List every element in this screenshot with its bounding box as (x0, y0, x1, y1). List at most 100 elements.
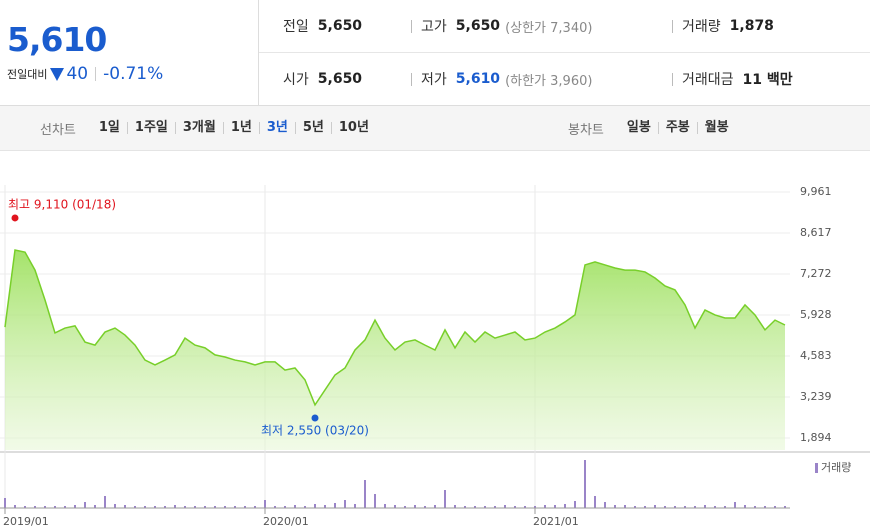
period-tab[interactable]: 10년 (330, 121, 376, 134)
chart: 2019/01 2020/01 2021/01 1,894 3,239 4,583 5,92… (0, 185, 870, 528)
annotation-dot (311, 414, 319, 422)
volume-bar (764, 506, 766, 508)
volume-bar (554, 505, 556, 508)
volume-bar (304, 506, 306, 508)
period-tab[interactable]: 5년 (294, 121, 331, 134)
volume-bar (224, 506, 226, 508)
volume-bar (124, 505, 126, 508)
volume-bar (214, 506, 216, 508)
stat-cell: 거래량 1,878 (672, 0, 774, 52)
volume-bar (434, 505, 436, 508)
volume-bar (594, 496, 596, 508)
y-tick-label: 4,583 (800, 349, 832, 362)
separator (95, 67, 97, 81)
volume-bar (414, 505, 416, 508)
y-tick-label: 5,928 (800, 308, 832, 321)
volume-bar (604, 502, 606, 508)
volume-bar (374, 494, 376, 508)
volume-bar (464, 506, 466, 508)
volume-bar (534, 506, 536, 508)
volume-bar (294, 505, 296, 508)
volume-bar (394, 505, 396, 508)
volume-bar (134, 506, 136, 508)
volume-bar (14, 505, 16, 508)
stat-cell: 고가 5,650 (상한가 7,340) (411, 0, 592, 52)
line-chart-tabs: 선차트 1일 1주일 3개월 1년 3년 5년 10년 (40, 106, 376, 150)
current-price: 5,610 (7, 20, 107, 59)
candle-chart-tabs: 봉차트 일봉 주봉 월봉 (568, 106, 736, 150)
volume-bar (114, 504, 116, 508)
change-amount: 40 (66, 64, 89, 84)
candle-tab[interactable]: 일봉 (626, 120, 651, 135)
period-tab[interactable]: 1일 (98, 120, 120, 135)
candle-tab[interactable]: 주봉 (657, 121, 697, 134)
volume-bar (284, 506, 286, 508)
stat-sub: (하한가 3,960) (505, 73, 593, 89)
volume-bar (44, 506, 46, 508)
annotation-dot (11, 214, 19, 222)
stat-cell: 전일 5,650 (283, 0, 362, 52)
legend-swatch (815, 463, 818, 473)
stat-label: 거래대금 (682, 72, 734, 88)
volume-bar (474, 506, 476, 508)
candle-tab[interactable]: 월봉 (696, 121, 736, 134)
volume-bar (274, 506, 276, 508)
volume-bar (454, 505, 456, 508)
period-tab[interactable]: 1년 (222, 121, 259, 134)
period-tab[interactable]: 1주일 (126, 121, 175, 134)
volume-bar (524, 506, 526, 508)
volume-bar (314, 504, 316, 508)
change-percent: -0.71% (103, 64, 164, 84)
stat-cell: 저가 5,610 (하한가 3,960) (411, 53, 592, 105)
volume-bar (354, 504, 356, 508)
stat-label: 저가 (421, 72, 447, 88)
volume-bar (624, 505, 626, 508)
chart-nav: 선차트 1일 1주일 3개월 1년 3년 5년 10년 봉차트 일봉 주봉 월봉 (0, 106, 870, 151)
volume-bar (734, 502, 736, 508)
volume-bar (564, 504, 566, 508)
change-label: 전일대비 (7, 68, 48, 81)
stats-row: 전일 5,650 고가 5,650 (상한가 7,340) 거래량 1,878 (259, 0, 870, 53)
volume-bar (94, 505, 96, 508)
down-arrow (50, 67, 65, 81)
stats-row: 시가 5,650 저가 5,610 (하한가 3,960) 거래대금 11 백만 (259, 53, 870, 105)
stat-value: 5,610 (455, 71, 501, 87)
volume-bar (654, 505, 656, 508)
volume-bar (784, 506, 786, 508)
stat-value: 5,650 (317, 18, 363, 34)
volume-bar (664, 506, 666, 508)
volume-bar (184, 506, 186, 508)
stat-label: 거래량 (682, 19, 721, 35)
volume-bar (204, 506, 206, 508)
volume-bar (674, 506, 676, 508)
stat-value: 1,878 (729, 18, 774, 34)
volume-bar (144, 506, 146, 508)
volume-bar (84, 502, 86, 508)
volume-bar (444, 490, 446, 508)
stat-label: 전일 (283, 19, 309, 35)
change-row: 전일대비 40 -0.71% (7, 64, 163, 84)
annotation-label: 최저 2,550 (03/20) (261, 423, 369, 437)
volume-bar (384, 504, 386, 508)
stat-sub: (상한가 7,340) (505, 20, 593, 36)
volume-bar (104, 496, 106, 508)
volume-bar (634, 506, 636, 508)
period-tab[interactable]: 3년 (258, 121, 295, 134)
y-tick-label: 7,272 (800, 267, 832, 280)
volume-bar (74, 505, 76, 508)
volume-bar (64, 506, 66, 508)
volume-bar (724, 506, 726, 508)
volume-bar (334, 503, 336, 508)
volume-bar (244, 506, 246, 508)
volume-bar (34, 506, 36, 508)
volume-bar (164, 506, 166, 508)
x-tick-label: 2019/01 (3, 515, 49, 528)
stat-label: 시가 (283, 72, 309, 88)
nav-title: 봉차트 (568, 122, 604, 138)
stat-label: 고가 (421, 19, 447, 35)
y-tick-label: 8,617 (800, 226, 832, 239)
volume-bar (324, 505, 326, 508)
period-tab[interactable]: 3개월 (174, 121, 223, 134)
volume-bar (574, 501, 576, 508)
